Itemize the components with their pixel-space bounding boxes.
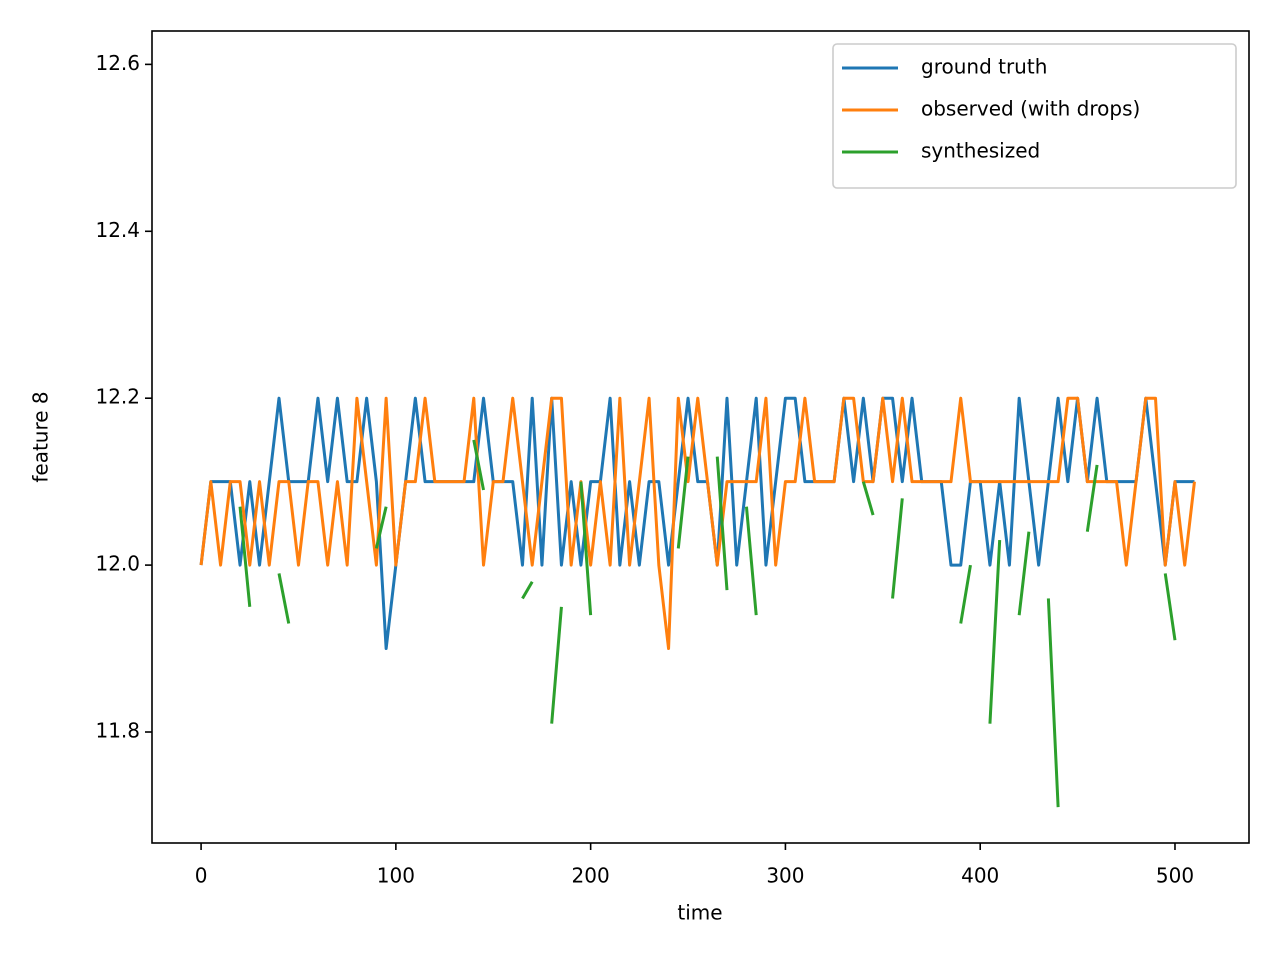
x-tick-label: 100 [377,864,415,888]
y-tick-label: 12.6 [95,51,140,75]
legend-label: ground truth [921,55,1047,79]
x-tick-label: 500 [1156,864,1194,888]
plot-frame [151,30,1250,844]
y-axis-label: feature 8 [29,391,53,482]
y-tick-label: 12.0 [95,552,140,576]
line-series [238,439,1177,808]
x-tick-label: 0 [195,864,208,888]
x-tick-label: 300 [766,864,804,888]
x-tick-label: 200 [572,864,610,888]
x-axis-label: time [677,901,722,925]
x-tick-label: 400 [961,864,999,888]
y-tick-label: 12.2 [95,385,140,409]
legend-label: observed (with drops) [921,97,1140,121]
legend-label: synthesized [921,139,1040,163]
y-tick-label: 11.8 [95,719,140,743]
y-tick-label: 12.4 [95,218,140,242]
line-series [199,396,1196,651]
legend-box [832,43,1237,189]
